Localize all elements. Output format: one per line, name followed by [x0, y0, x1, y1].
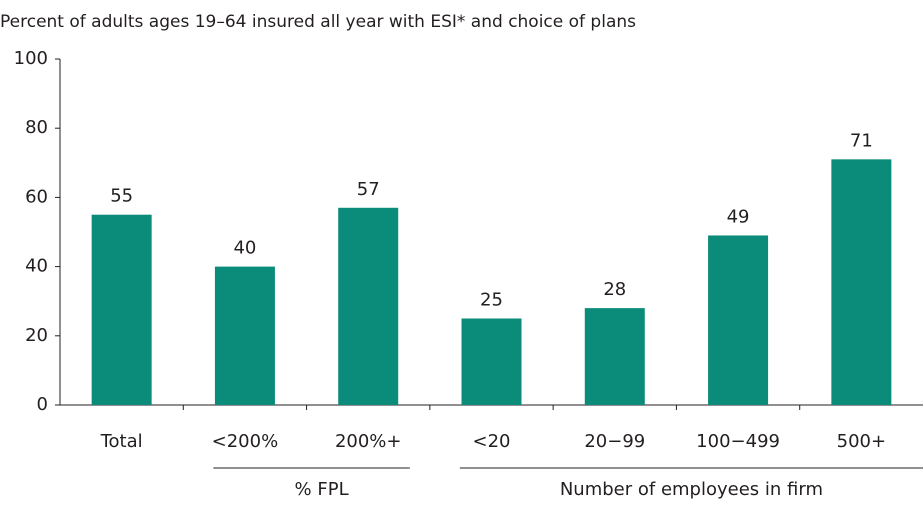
- x-tick-label: Total: [100, 431, 143, 452]
- chart-title: Percent of adults ages 19–64 insured all…: [0, 12, 636, 32]
- value-label: 71: [850, 130, 873, 151]
- value-label: 28: [603, 279, 626, 300]
- y-tick-label: 60: [25, 186, 48, 207]
- value-label: 49: [727, 206, 750, 227]
- y-tick-label: 40: [25, 256, 48, 277]
- bar: [91, 214, 152, 405]
- y-tick-label: 100: [14, 48, 48, 69]
- group-label: % FPL: [295, 479, 349, 500]
- bar: [214, 266, 275, 405]
- group-label: Number of employees in firm: [560, 479, 823, 500]
- x-tick-label: 100−499: [696, 431, 780, 452]
- x-tick-label: 500+: [837, 431, 886, 452]
- bar: [831, 159, 892, 405]
- bar: [708, 235, 769, 405]
- value-label: 55: [110, 186, 133, 207]
- x-tick-label: <200%: [212, 431, 279, 452]
- y-tick-label: 0: [37, 394, 48, 415]
- x-tick-label: 20−99: [584, 431, 645, 452]
- bar: [461, 318, 522, 405]
- y-tick-label: 80: [25, 117, 48, 138]
- x-tick-label: 200%+: [335, 431, 402, 452]
- bar: [338, 207, 399, 405]
- value-label: 25: [480, 290, 503, 311]
- value-label: 57: [357, 179, 380, 200]
- x-tick-label: <20: [473, 431, 511, 452]
- bar: [584, 308, 645, 405]
- value-label: 40: [233, 238, 256, 259]
- y-tick-label: 20: [25, 325, 48, 346]
